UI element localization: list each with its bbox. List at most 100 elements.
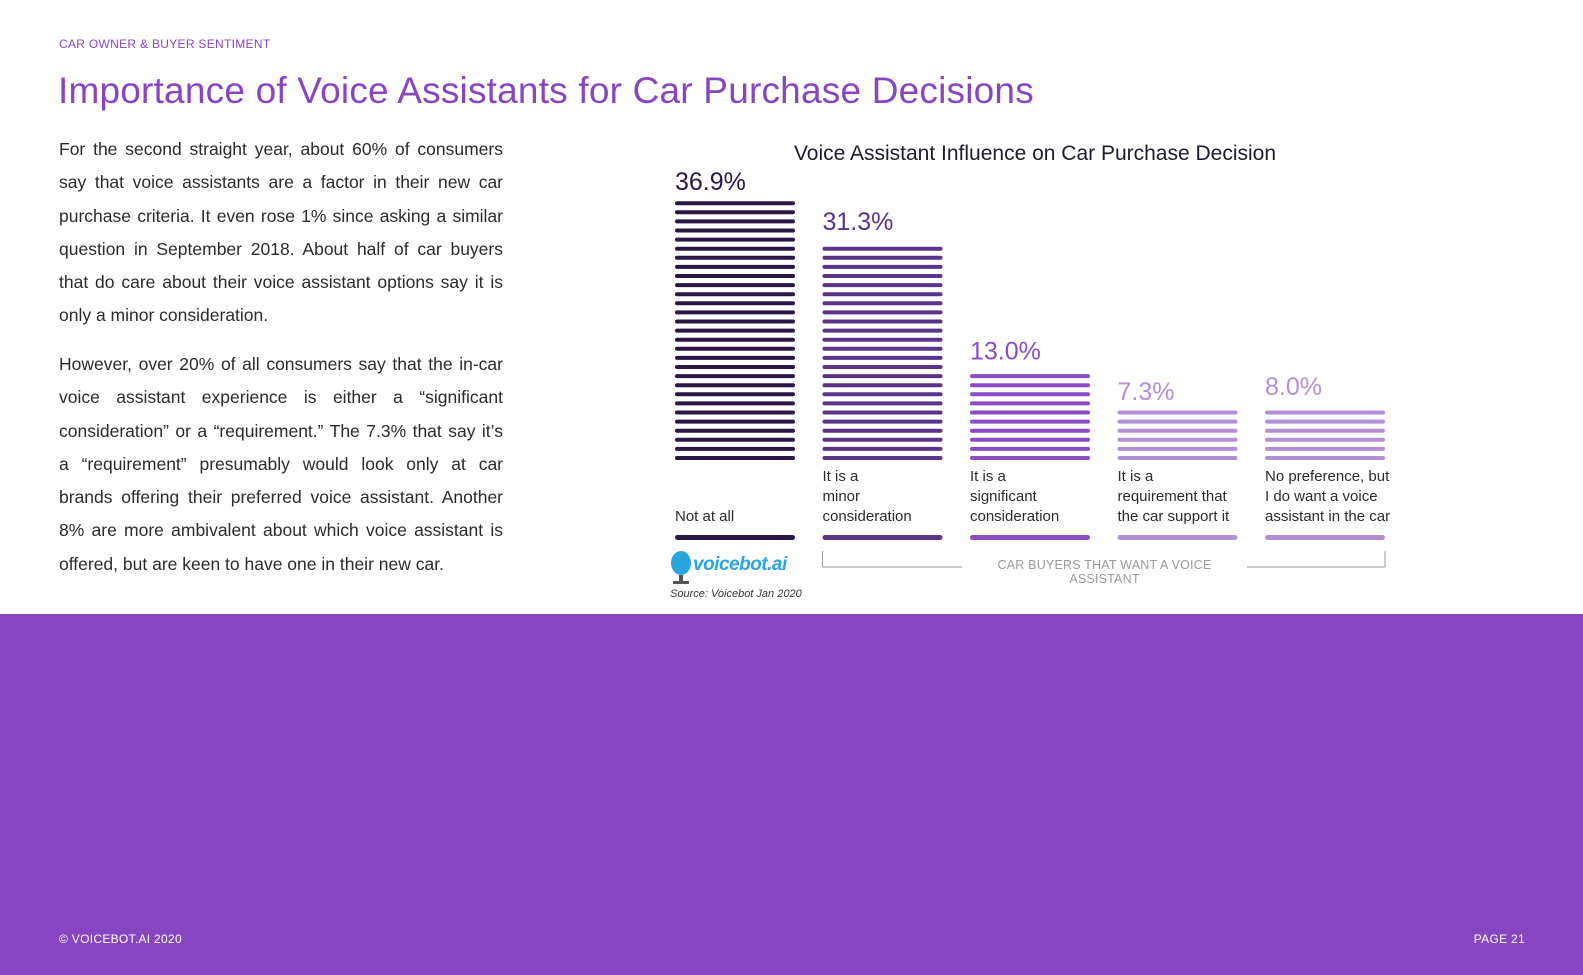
bar-stripe bbox=[675, 392, 795, 397]
bar-stripe bbox=[970, 428, 1090, 433]
body-paragraph-1: For the second straight year, about 60% … bbox=[59, 139, 503, 326]
source-note: Source: Voicebot Jan 2020 bbox=[670, 588, 802, 600]
bar-chart: 36.9% 31.3% 13.0% 7.3% 8.0% bbox=[675, 168, 1386, 568]
bar-stripe bbox=[822, 264, 943, 269]
chart-title: Voice Assistant Influence on Car Purchas… bbox=[793, 142, 1277, 165]
bar-stripe bbox=[822, 446, 943, 451]
bar-stripe bbox=[1117, 456, 1238, 460]
bar-stripe bbox=[1265, 456, 1385, 460]
bar-stripe bbox=[675, 374, 795, 379]
bar-stripe bbox=[675, 383, 795, 388]
bar-stripe bbox=[675, 246, 795, 251]
bar-stripe bbox=[675, 355, 795, 360]
bar-stripe bbox=[822, 401, 943, 406]
category-label: Not at all bbox=[675, 508, 735, 525]
bar-stripe bbox=[822, 383, 943, 388]
bar-4 bbox=[1117, 410, 1238, 460]
bar-stripe bbox=[970, 446, 1090, 451]
bar-stripe bbox=[675, 237, 795, 242]
bar-stripe bbox=[675, 283, 795, 288]
footer-copyright: © VOICEBOT.AI 2020 bbox=[59, 932, 182, 946]
bar-stripe bbox=[970, 401, 1090, 406]
bar-stripe bbox=[970, 383, 1090, 388]
footer-band bbox=[0, 614, 1583, 975]
bar-stripe bbox=[1265, 410, 1385, 415]
bar-stripe bbox=[822, 346, 943, 351]
bar-stripe bbox=[675, 446, 795, 451]
category-underline bbox=[822, 535, 943, 540]
microphone-icon bbox=[671, 551, 691, 584]
bar-stripe bbox=[822, 310, 943, 315]
bar-stripe bbox=[822, 437, 943, 442]
bar-stripe bbox=[822, 337, 943, 342]
voicebot-logo: voicebot.ai bbox=[669, 548, 794, 586]
bar-stripe bbox=[675, 456, 795, 460]
bar-stripe bbox=[675, 264, 795, 269]
bar-stripe bbox=[675, 365, 795, 369]
bar-stripe bbox=[1117, 410, 1238, 415]
bar-stripe bbox=[675, 410, 795, 415]
bar-stripe bbox=[822, 292, 943, 297]
bar-stripe bbox=[970, 419, 1090, 424]
bar-stripe bbox=[675, 228, 795, 233]
bar-stripe bbox=[675, 319, 795, 324]
bar-stripe bbox=[822, 374, 943, 379]
page-title: Importance of Voice Assistants for Car P… bbox=[58, 70, 1034, 111]
bar-stripe bbox=[822, 328, 943, 333]
bar-stripe bbox=[675, 428, 795, 433]
bar-stripe bbox=[970, 410, 1090, 415]
bar-stripe bbox=[675, 346, 795, 351]
logo-text: voicebot.ai bbox=[693, 554, 787, 575]
bar-stripe bbox=[675, 274, 795, 278]
bar-stripe bbox=[675, 255, 795, 260]
category-label: It is a significant consideration bbox=[970, 468, 1060, 525]
bar-stripe bbox=[675, 419, 795, 424]
category-label: It is a requirement that the car support i… bbox=[1117, 468, 1230, 525]
bar-stripe bbox=[1265, 437, 1385, 442]
bar-stripe bbox=[675, 201, 795, 206]
bracket-label: CAR BUYERS THAT WANT A VOICE ASSISTANT bbox=[962, 558, 1247, 586]
bar-value-label: 8.0% bbox=[1265, 373, 1322, 401]
bar-stripe bbox=[1265, 446, 1385, 451]
bar-5 bbox=[1265, 410, 1385, 460]
category-underline bbox=[1117, 535, 1238, 540]
bar-stripe bbox=[675, 219, 795, 224]
footer-page-number: PAGE 21 bbox=[1473, 932, 1525, 946]
bar-stripe bbox=[970, 392, 1090, 397]
bar-stripe bbox=[822, 283, 943, 288]
bar-stripe bbox=[675, 437, 795, 442]
bar-stripe bbox=[1117, 419, 1238, 424]
bar-stripe bbox=[822, 355, 943, 360]
category-underline bbox=[675, 535, 795, 540]
bar-stripe bbox=[822, 301, 943, 306]
category-label: It is a minor consideration bbox=[822, 468, 912, 525]
bar-stripe bbox=[970, 456, 1090, 460]
bar-stripe bbox=[822, 365, 943, 369]
bar-stripe bbox=[970, 374, 1090, 379]
bar-stripe bbox=[675, 310, 795, 315]
bar-3 bbox=[970, 374, 1090, 460]
bar-value-label: 7.3% bbox=[1118, 378, 1175, 406]
bar-value-label: 13.0% bbox=[970, 338, 1041, 366]
bar-stripe bbox=[1117, 437, 1238, 442]
bar-1 bbox=[675, 201, 795, 460]
body-paragraph-2: However, over 20% of all consumers say t… bbox=[59, 354, 503, 574]
bar-stripe bbox=[1117, 446, 1238, 451]
bar-stripe bbox=[675, 328, 795, 333]
bar-stripe bbox=[822, 428, 943, 433]
bar-stripe bbox=[822, 274, 943, 278]
bar-stripe bbox=[675, 301, 795, 306]
category-underline bbox=[970, 535, 1090, 540]
category-underline bbox=[1265, 535, 1385, 540]
bar-stripe bbox=[675, 401, 795, 406]
bar-stripe bbox=[675, 210, 795, 215]
bar-stripe bbox=[970, 437, 1090, 442]
bar-stripe bbox=[1117, 428, 1238, 433]
bar-stripe bbox=[822, 419, 943, 424]
bar-stripe bbox=[675, 337, 795, 342]
bar-stripe bbox=[1265, 419, 1385, 424]
bar-stripe bbox=[675, 292, 795, 297]
bar-value-label: 36.9% bbox=[675, 168, 746, 196]
bar-stripe bbox=[822, 255, 943, 260]
bar-stripe bbox=[822, 456, 943, 460]
